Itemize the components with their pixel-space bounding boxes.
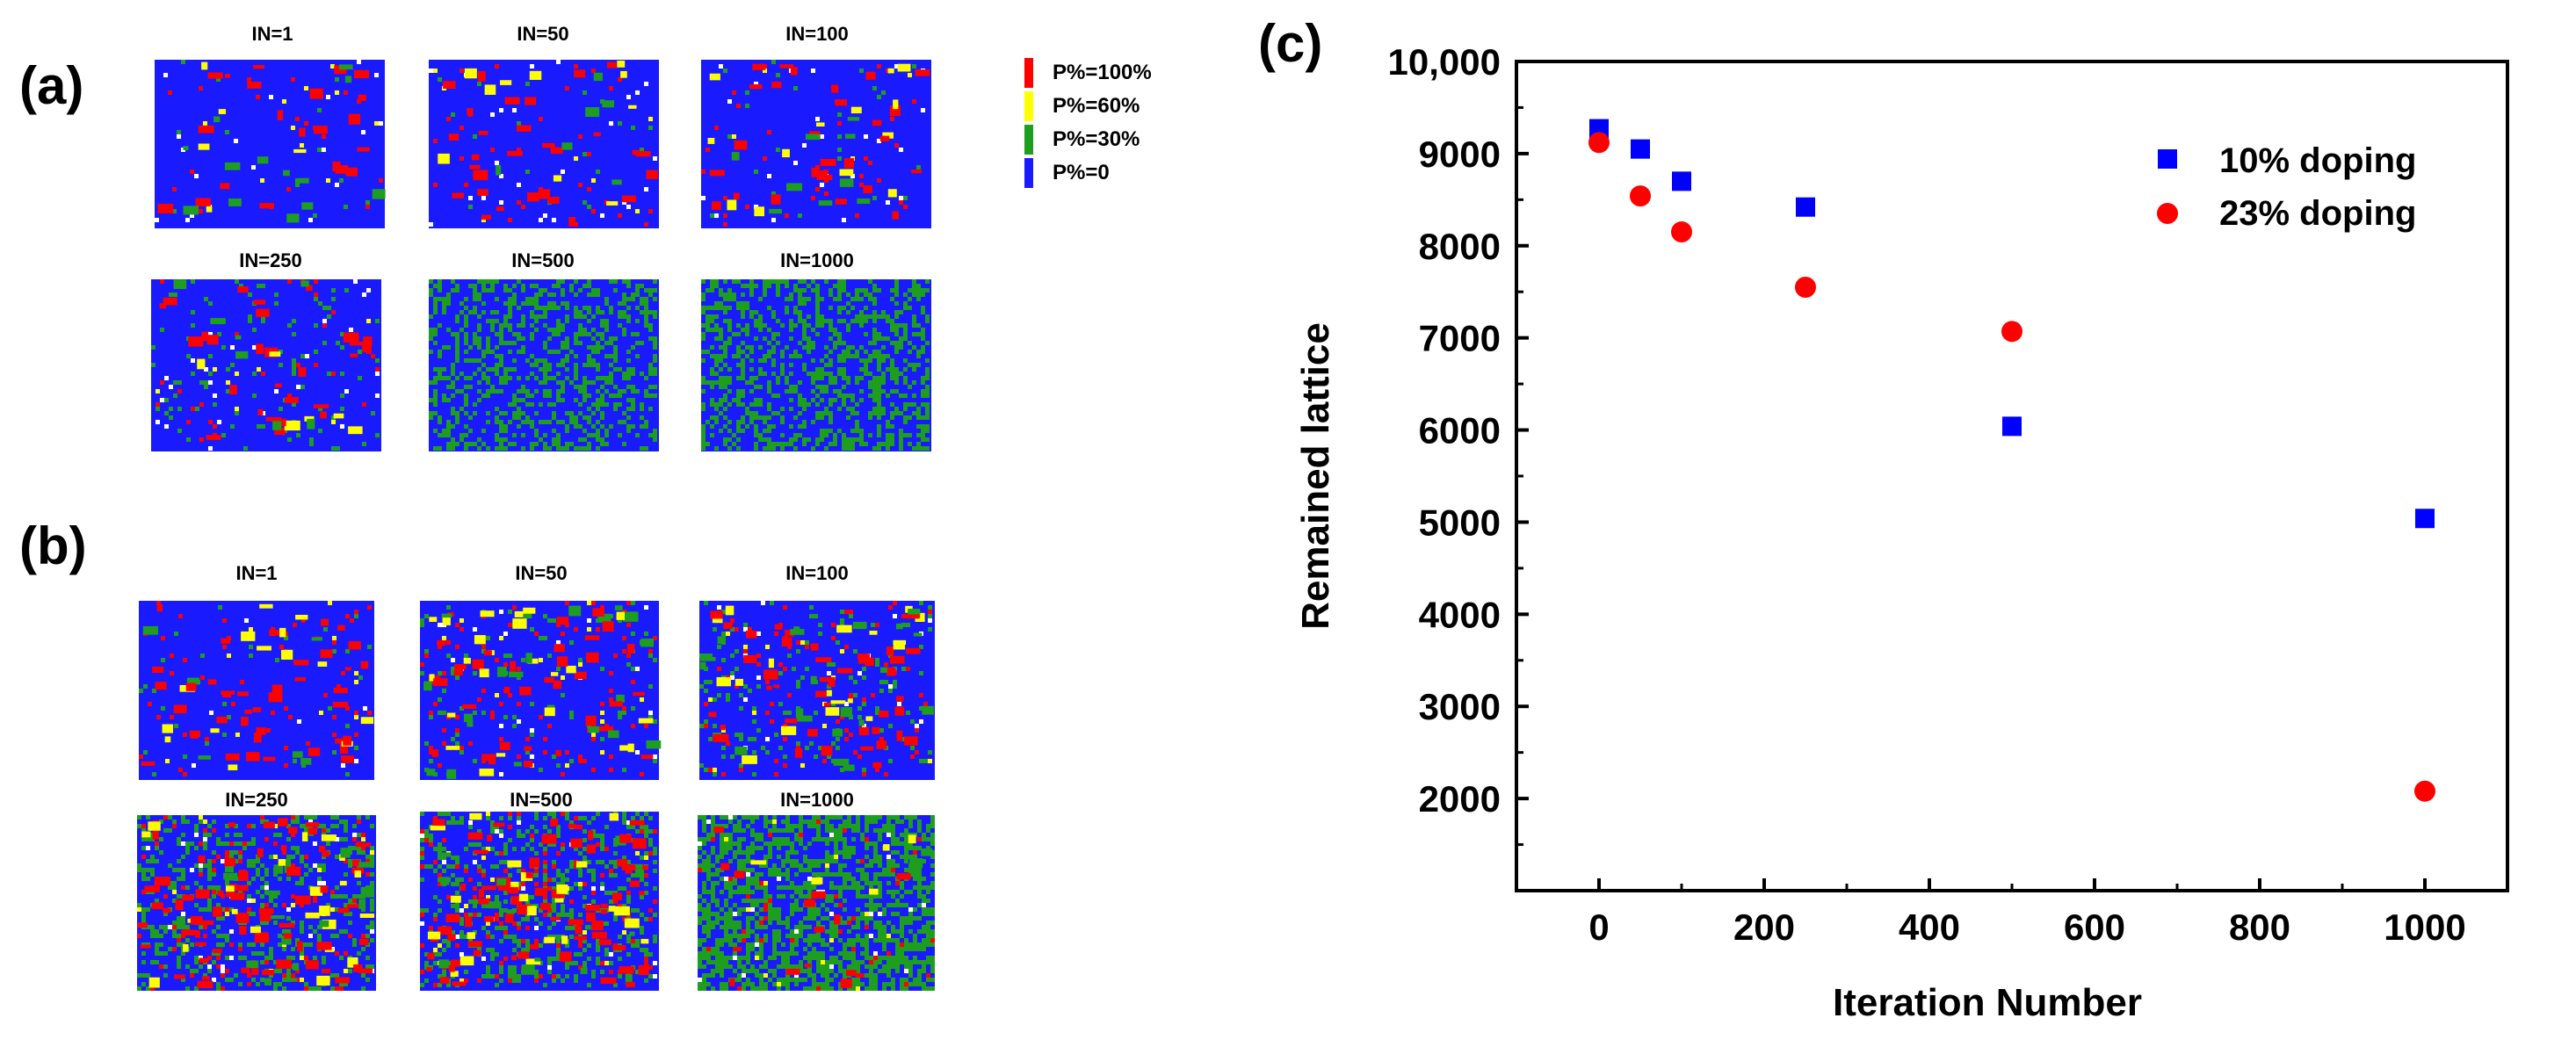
x-tick-label: 600 xyxy=(2064,906,2125,948)
plot-frame xyxy=(1515,60,2509,892)
point-23-doping xyxy=(1795,276,1816,298)
point-23-doping xyxy=(2001,321,2022,343)
point-23-doping xyxy=(1671,221,1692,243)
legend-label-30: P%=30% xyxy=(1053,127,1140,151)
lattice-map-image xyxy=(139,601,374,780)
y-tick-label: 5000 xyxy=(1419,502,1501,543)
point-10-doping xyxy=(1631,139,1650,159)
lattice-map-image xyxy=(701,279,931,451)
x-tick-label: 0 xyxy=(1588,906,1609,948)
point-23-doping xyxy=(1588,132,1610,154)
lattice-map-image xyxy=(429,279,659,451)
lattice-map-image xyxy=(155,60,386,228)
y-axis: 2000 3000 4000 5000 6000 7000 8000 9000 10,000 xyxy=(1388,41,1529,847)
y-tick-label: 3000 xyxy=(1419,686,1501,727)
x-axis-title: Iteration Number xyxy=(1833,981,2142,1024)
panel-label-b: (b) xyxy=(19,516,87,575)
x-tick-label: 200 xyxy=(1733,906,1795,948)
lattice-map-image xyxy=(701,60,931,228)
y-tick-label: 6000 xyxy=(1419,410,1501,451)
point-10-doping xyxy=(1672,171,1691,191)
legend-label-23-doping: 23% doping xyxy=(2219,194,2416,233)
map-title: IN=100 xyxy=(785,562,849,584)
map-title: IN=500 xyxy=(511,249,575,271)
lattice-map-image xyxy=(137,815,376,991)
probability-legend: P%=100% P%=60% P%=30% P%=0 xyxy=(1024,58,1152,188)
data-points xyxy=(1588,119,2435,802)
lattice-map-image xyxy=(699,601,935,780)
map-title: IN=50 xyxy=(517,23,568,45)
point-10-doping xyxy=(1796,197,1815,217)
map-title: IN=1000 xyxy=(780,789,854,811)
lattice-map-image xyxy=(429,60,659,228)
legend-label-100: P%=100% xyxy=(1053,61,1152,84)
y-tick-label: 7000 xyxy=(1419,318,1501,359)
legend-swatch-0 xyxy=(1024,158,1033,188)
point-10-doping xyxy=(2002,416,2022,437)
legend-label-0: P%=0 xyxy=(1053,161,1110,184)
legend-marker-23 xyxy=(2157,203,2178,224)
legend-marker-10 xyxy=(2158,149,2177,169)
lattice-map-image xyxy=(420,812,659,991)
x-tick-label: 400 xyxy=(1899,906,1960,948)
lattice-map-image xyxy=(698,815,935,991)
map-title: IN=500 xyxy=(510,789,573,811)
panel-label-c: (c) xyxy=(1258,14,1322,73)
map-title: IN=100 xyxy=(785,23,849,45)
y-tick-label: 4000 xyxy=(1419,594,1501,635)
y-axis-title: Remained lattice xyxy=(1294,322,1337,630)
x-axis: 0 200 400 600 800 1000 xyxy=(1588,878,2466,948)
map-title: IN=1 xyxy=(235,562,277,584)
legend-swatch-30 xyxy=(1024,125,1033,155)
y-tick-label: 10,000 xyxy=(1388,41,1501,83)
lattice-maps-a: IN=1 IN=50 IN=100 IN=250 IN=500 IN=1000 xyxy=(151,23,931,451)
x-tick-label: 1000 xyxy=(2384,906,2465,948)
lattice-maps-b: IN=1 IN=50 IN=100 IN=250 IN=500 IN=1000 xyxy=(137,562,935,991)
panel-label-a: (a) xyxy=(19,56,83,115)
map-title: IN=250 xyxy=(239,249,302,271)
map-title: IN=250 xyxy=(225,789,288,811)
series-legend: 10% doping 23% doping xyxy=(2157,141,2416,233)
y-tick-label: 2000 xyxy=(1419,778,1501,820)
x-tick-label: 800 xyxy=(2229,906,2290,948)
point-23-doping xyxy=(2414,780,2435,802)
legend-swatch-100 xyxy=(1024,58,1033,88)
y-tick-label: 8000 xyxy=(1419,226,1501,267)
y-tick-label: 9000 xyxy=(1419,134,1501,175)
map-title: IN=50 xyxy=(515,562,567,584)
lattice-map-image xyxy=(151,279,381,451)
map-title: IN=1 xyxy=(251,23,293,45)
legend-label-60: P%=60% xyxy=(1053,94,1140,118)
lattice-map-image xyxy=(420,601,662,780)
point-23-doping xyxy=(1630,185,1651,207)
map-title: IN=1000 xyxy=(780,249,854,271)
legend-swatch-60 xyxy=(1024,91,1033,121)
legend-label-10-doping: 10% doping xyxy=(2219,141,2416,180)
point-10-doping xyxy=(2415,509,2435,529)
